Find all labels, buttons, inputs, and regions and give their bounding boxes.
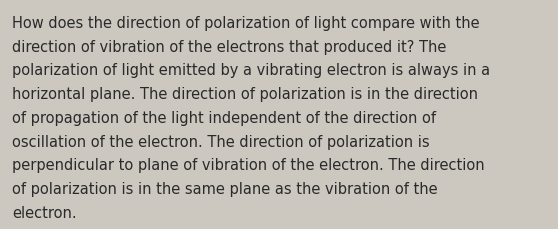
Text: How does the direction of polarization of light compare with the: How does the direction of polarization o… xyxy=(12,16,480,31)
Text: direction of vibration of the electrons that produced it? The: direction of vibration of the electrons … xyxy=(12,40,446,55)
Text: electron.: electron. xyxy=(12,205,77,220)
Text: of polarization is in the same plane as the vibration of the: of polarization is in the same plane as … xyxy=(12,181,438,196)
Text: oscillation of the electron. The direction of polarization is: oscillation of the electron. The directi… xyxy=(12,134,430,149)
Text: horizontal plane. The direction of polarization is in the direction: horizontal plane. The direction of polar… xyxy=(12,87,478,102)
Text: polarization of light emitted by a vibrating electron is always in a: polarization of light emitted by a vibra… xyxy=(12,63,490,78)
Text: of propagation of the light independent of the direction of: of propagation of the light independent … xyxy=(12,110,436,125)
Text: perpendicular to plane of vibration of the electron. The direction: perpendicular to plane of vibration of t… xyxy=(12,158,485,172)
